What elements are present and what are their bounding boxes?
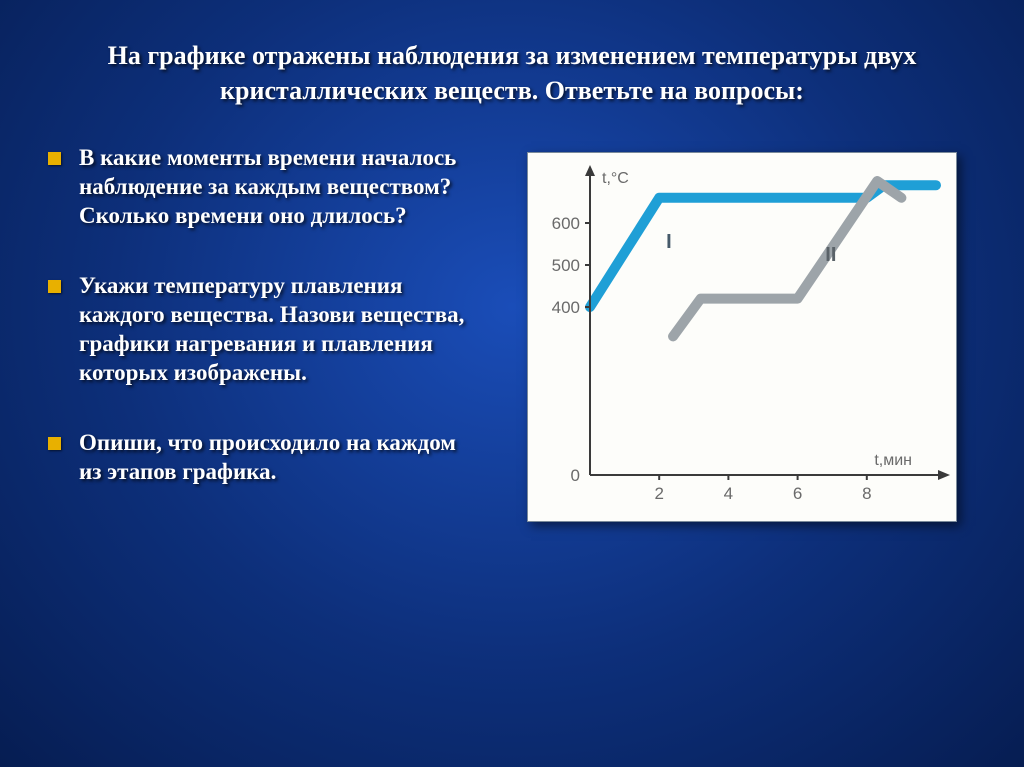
svg-text:4: 4 [723, 484, 732, 503]
bullet-icon [48, 280, 61, 293]
svg-text:2: 2 [654, 484, 663, 503]
slide-title: На графике отражены наблюдения за измене… [48, 38, 976, 108]
svg-text:6: 6 [792, 484, 801, 503]
line-chart: 04005006002468t,°Ct,минIII [528, 153, 958, 523]
list-item: Опиши, что происходило на каждом из этап… [48, 429, 483, 487]
svg-text:500: 500 [551, 256, 579, 275]
svg-text:II: II [825, 243, 836, 265]
chart-box: 04005006002468t,°Ct,минIII [527, 152, 957, 522]
bullet-text: Укажи температуру плавления каждого веще… [79, 272, 483, 387]
bullet-text: В какие моменты времени началось наблюде… [79, 144, 483, 230]
svg-text:t,мин: t,мин [874, 452, 912, 469]
svg-text:400: 400 [551, 298, 579, 317]
svg-text:0: 0 [570, 466, 579, 485]
bullet-icon [48, 437, 61, 450]
bullet-text: Опиши, что происходило на каждом из этап… [79, 429, 483, 487]
list-item: Укажи температуру плавления каждого веще… [48, 272, 483, 387]
chart-container: 04005006002468t,°Ct,минIII [507, 144, 976, 529]
svg-text:8: 8 [862, 484, 871, 503]
svg-text:I: I [666, 231, 672, 253]
bullet-icon [48, 152, 61, 165]
svg-text:t,°C: t,°C [602, 170, 629, 187]
bullet-list: В какие моменты времени началось наблюде… [48, 144, 483, 529]
svg-text:600: 600 [551, 214, 579, 233]
list-item: В какие моменты времени началось наблюде… [48, 144, 483, 230]
content-row: В какие моменты времени началось наблюде… [48, 144, 976, 529]
